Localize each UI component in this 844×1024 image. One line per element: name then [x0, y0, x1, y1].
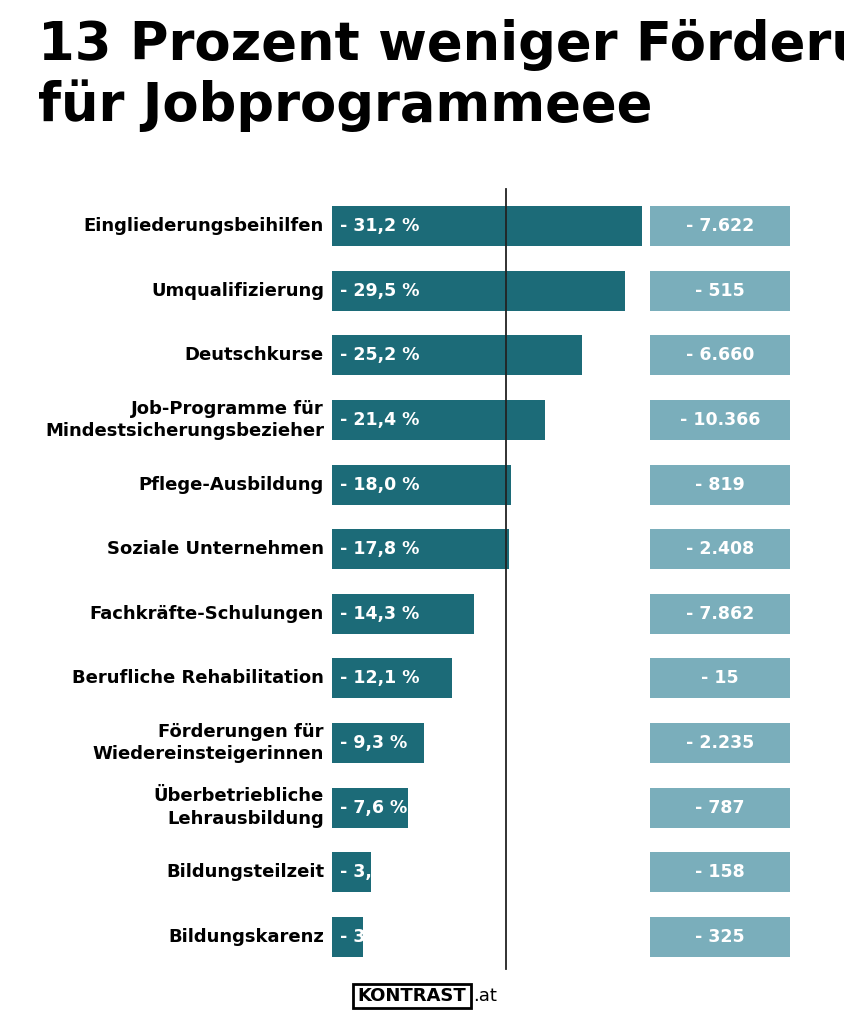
Bar — [650, 852, 790, 892]
Text: - 9,3 %: - 9,3 % — [340, 734, 408, 752]
Text: Soziale Unternehmen: Soziale Unternehmen — [107, 541, 324, 558]
Bar — [650, 206, 790, 247]
Text: - 29,5 %: - 29,5 % — [340, 282, 419, 300]
Bar — [332, 529, 509, 569]
Bar — [650, 658, 790, 698]
Text: KONTRAST: KONTRAST — [358, 987, 467, 1005]
Text: - 3,9 %: - 3,9 % — [340, 863, 408, 881]
Bar — [332, 594, 474, 634]
Text: .at: .at — [473, 987, 497, 1005]
Bar — [650, 400, 790, 440]
Bar — [332, 916, 363, 956]
Bar — [332, 465, 511, 505]
Text: für Jobprogrammeee: für Jobprogrammeee — [38, 79, 652, 132]
Bar — [650, 916, 790, 956]
Text: - 2.408: - 2.408 — [686, 541, 755, 558]
Bar — [332, 787, 408, 827]
Text: - 515: - 515 — [695, 282, 745, 300]
Text: - 18,0 %: - 18,0 % — [340, 475, 419, 494]
Bar — [650, 594, 790, 634]
Text: - 25,2 %: - 25,2 % — [340, 346, 419, 365]
Bar — [332, 271, 625, 311]
Text: - 17,8 %: - 17,8 % — [340, 541, 419, 558]
Text: Bildungsteilzeit: Bildungsteilzeit — [166, 863, 324, 881]
Bar — [650, 723, 790, 763]
Bar — [650, 465, 790, 505]
Bar — [353, 984, 471, 1008]
Text: Eingliederungsbeihilfen: Eingliederungsbeihilfen — [84, 217, 324, 236]
Text: Überbetriebliche: Überbetriebliche — [154, 787, 324, 805]
Bar — [332, 723, 425, 763]
Text: Umqualifizierung: Umqualifizierung — [151, 282, 324, 300]
Text: - 2.235: - 2.235 — [686, 734, 755, 752]
Text: Förderungen für: Förderungen für — [159, 723, 324, 740]
Text: 13 Prozent weniger Förderung: 13 Prozent weniger Förderung — [38, 19, 844, 71]
Text: Wiedereinsteigerinnen: Wiedereinsteigerinnen — [93, 745, 324, 763]
Bar — [650, 271, 790, 311]
Bar — [332, 658, 452, 698]
Text: - 7.862: - 7.862 — [686, 605, 755, 623]
Text: - 325: - 325 — [695, 928, 744, 946]
Text: Job-Programme für: Job-Programme für — [132, 399, 324, 418]
Bar — [332, 206, 642, 247]
Text: Pflege-Ausbildung: Pflege-Ausbildung — [138, 475, 324, 494]
Bar — [650, 336, 790, 376]
Text: - 31,2 %: - 31,2 % — [340, 217, 419, 236]
Text: Bildungskarenz: Bildungskarenz — [168, 928, 324, 946]
Text: - 787: - 787 — [695, 799, 744, 816]
Text: - 14,3 %: - 14,3 % — [340, 605, 419, 623]
Bar — [650, 529, 790, 569]
Bar — [332, 336, 582, 376]
Text: - 21,4 %: - 21,4 % — [340, 411, 419, 429]
Text: - 3,1 %: - 3,1 % — [340, 928, 408, 946]
Bar — [650, 787, 790, 827]
Text: - 12,1 %: - 12,1 % — [340, 670, 419, 687]
Text: Berufliche Rehabilitation: Berufliche Rehabilitation — [72, 670, 324, 687]
Text: - 158: - 158 — [695, 863, 745, 881]
Text: Deutschkurse: Deutschkurse — [185, 346, 324, 365]
Text: Fachkräfte-Schulungen: Fachkräfte-Schulungen — [89, 605, 324, 623]
Text: - 15: - 15 — [701, 670, 738, 687]
Text: - 819: - 819 — [695, 475, 745, 494]
Bar — [332, 400, 544, 440]
Text: - 10.366: - 10.366 — [679, 411, 760, 429]
Text: - 7.622: - 7.622 — [686, 217, 755, 236]
Text: - 6.660: - 6.660 — [686, 346, 755, 365]
Bar — [332, 852, 371, 892]
Text: Lehrausbildung: Lehrausbildung — [167, 810, 324, 827]
Text: - 7,6 %: - 7,6 % — [340, 799, 408, 816]
Text: Mindestsicherungsbezieher: Mindestsicherungsbezieher — [45, 422, 324, 440]
